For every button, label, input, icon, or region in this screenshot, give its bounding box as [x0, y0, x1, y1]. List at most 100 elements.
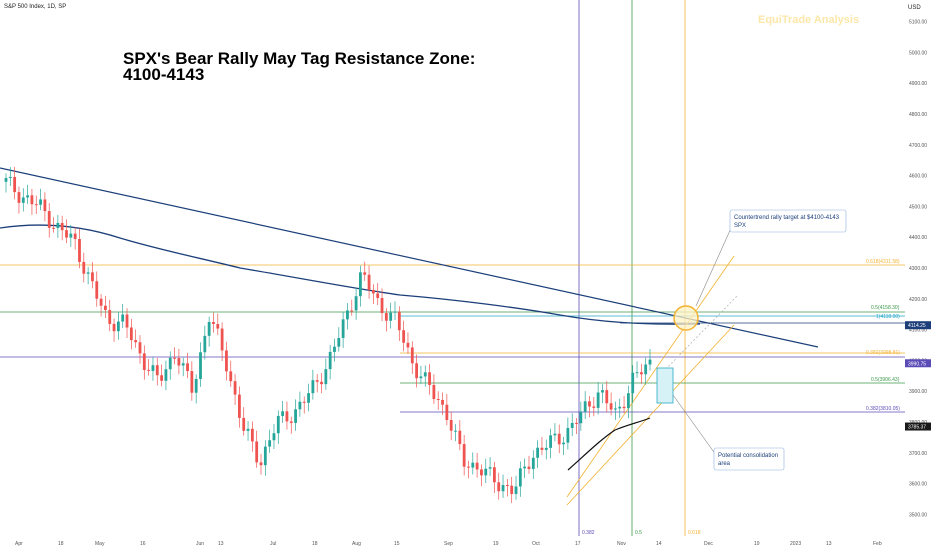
fib-label-0382-upper: 0.382(3998.81) [866, 350, 900, 356]
price-tick-label: 4600.00 [909, 174, 927, 180]
price-tick-label: 4300.00 [909, 266, 927, 272]
candle-body [570, 422, 574, 428]
candle-body [445, 404, 449, 421]
time-fib-label-0618: 0.618 [688, 530, 701, 536]
candle-body [402, 330, 406, 343]
candle-body [242, 417, 246, 431]
candle-body [155, 365, 159, 376]
candle-body [557, 433, 561, 445]
candle-body [225, 350, 228, 372]
consolidation-annotation-line1: Potential consolidation [718, 453, 778, 459]
candle-body [566, 427, 570, 443]
time-tick-label: 13 [218, 541, 224, 547]
price-axis: 3500.003600.003700.003800.003900.004000.… [909, 20, 927, 519]
candle-body [648, 359, 652, 365]
consolidation-annotation-box [713, 447, 785, 471]
time-tick-label: 2023 [790, 541, 801, 547]
fib-label-05-upper: 0.5(4158.30) [871, 305, 900, 311]
candle-body [302, 401, 306, 403]
candle-body [376, 293, 380, 299]
price-tick-label: 4400.00 [909, 235, 927, 241]
candle-body [177, 358, 181, 366]
candle-body [423, 372, 427, 377]
candle-body [285, 411, 289, 422]
price-badge [905, 321, 931, 330]
candle-body [52, 227, 55, 229]
candle-body [575, 422, 578, 424]
candle-body [276, 415, 280, 434]
candle-body [30, 195, 34, 205]
candle-body [371, 289, 375, 294]
time-tick-label: 19 [754, 541, 760, 547]
candle-body [121, 314, 125, 322]
price-tick-label: 4200.00 [909, 297, 927, 303]
candle-body [635, 372, 639, 374]
candle-body [333, 346, 336, 352]
candle-body [268, 440, 272, 447]
target-callout-line [695, 225, 733, 307]
short-term-average [567, 417, 651, 471]
price-tick-label: 5000.00 [909, 50, 927, 56]
candle-body [255, 441, 259, 463]
time-tick-label: 14 [656, 541, 662, 547]
time-fib-label-0382: 0.382 [582, 530, 595, 536]
candle-body [216, 324, 220, 329]
consolidation-annotation-line2: area [718, 461, 731, 467]
candle-body [467, 466, 470, 468]
candle-body [259, 462, 263, 466]
time-tick-label: 18 [312, 541, 318, 547]
candle-body [82, 261, 86, 274]
candle-body [281, 411, 285, 416]
candle-body [237, 394, 241, 418]
candle-body [86, 272, 90, 274]
candle-body [549, 435, 552, 448]
candle-body [60, 222, 64, 231]
candle-body [415, 363, 419, 379]
candle-body [540, 447, 544, 450]
candle-body [363, 272, 367, 275]
candle-body [43, 199, 47, 212]
candle-body [272, 433, 276, 441]
price-tick-label: 3700.00 [909, 451, 927, 457]
fib-label-05-lower: 0.5(3906.43) [871, 377, 900, 383]
candle-body [618, 406, 622, 409]
candles-group [4, 166, 652, 504]
candle-body [116, 321, 120, 332]
target-annotation-line2: SPX [734, 223, 746, 229]
candle-body [108, 310, 112, 324]
moving-average-200 [0, 224, 701, 325]
candle-body [294, 409, 297, 423]
candle-body [142, 353, 146, 370]
candle-body [406, 342, 410, 348]
fib-label-0382-lower: 0.382(3810.05) [866, 406, 900, 412]
candle-body [639, 372, 643, 375]
candle-body [73, 233, 77, 240]
candle-body [246, 428, 250, 431]
candle-body [112, 323, 116, 332]
time-tick-label: Oct [532, 541, 540, 547]
candle-body [99, 298, 103, 306]
candle-body [644, 364, 648, 375]
candle-body [462, 444, 466, 467]
candle-body [350, 310, 354, 312]
candle-body [480, 469, 483, 476]
candle-body [609, 403, 613, 410]
time-tick-label: Dec [704, 541, 713, 547]
time-tick-label: 19 [493, 541, 499, 547]
price-badge-label: 4114.25 [908, 323, 926, 329]
candle-body [367, 274, 371, 290]
candle-body [601, 390, 604, 393]
price-tick-label: 5100.00 [909, 20, 927, 26]
price-tick-label: 4900.00 [909, 81, 927, 87]
candle-body [389, 312, 393, 321]
candle-body [311, 380, 315, 394]
candle-body [441, 399, 444, 405]
candle-body [454, 430, 457, 432]
candle-body [536, 447, 540, 458]
candle-body [592, 406, 596, 408]
target-annotation-box [729, 209, 847, 233]
candle-body [69, 233, 73, 238]
candle-body [324, 369, 328, 385]
candle-body [134, 340, 138, 343]
